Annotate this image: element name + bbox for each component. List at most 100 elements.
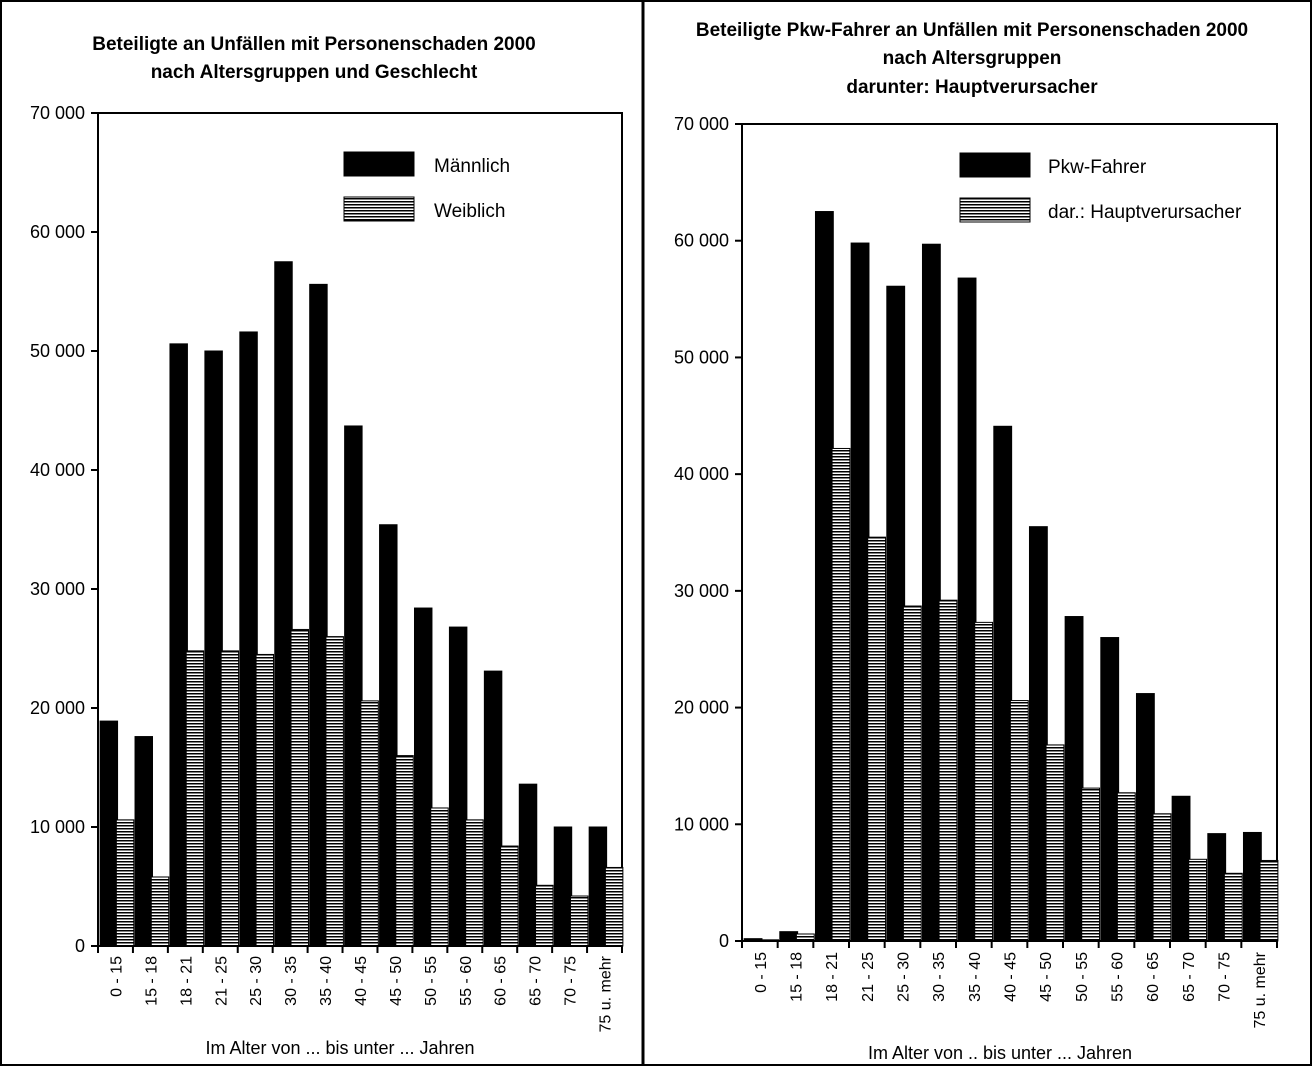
bar-secondary — [604, 866, 624, 947]
x-tick-label: 65 - 70 — [1181, 952, 1198, 1002]
bar-primary — [518, 783, 538, 947]
bar-primary — [1242, 831, 1262, 942]
bar-primary — [379, 524, 398, 947]
x-tick-label: 75 u. mehr — [1252, 951, 1269, 1028]
y-tick-label: 0 — [75, 936, 85, 956]
x-tick-label: 30 - 35 — [931, 952, 948, 1002]
bar-secondary — [150, 876, 170, 947]
bar-primary — [134, 736, 153, 947]
bar-primary — [413, 607, 433, 947]
bar-primary — [743, 938, 763, 942]
x-tick-label: 60 - 65 — [493, 956, 510, 1006]
y-tick-label: 70 000 — [674, 114, 729, 134]
bar-secondary — [795, 933, 815, 942]
bar-primary — [1135, 693, 1155, 942]
bar-primary — [483, 670, 503, 947]
x-tick-label: 0 - 15 — [108, 956, 125, 997]
bar-secondary — [1152, 813, 1172, 942]
bar-secondary — [535, 884, 554, 947]
bar-primary — [814, 211, 834, 942]
x-tick-label: 0 - 15 — [753, 952, 770, 993]
bar-secondary — [290, 628, 309, 947]
bar-secondary — [1223, 872, 1243, 942]
y-tick-label: 30 000 — [674, 581, 729, 601]
bar-primary — [239, 331, 258, 947]
bar-primary — [1207, 833, 1227, 942]
bar-primary — [274, 261, 293, 947]
x-tick-label: 35 - 40 — [318, 956, 335, 1006]
bar-primary — [993, 425, 1013, 942]
left-chart: Beteiligte an Unfällen mit Personenschad… — [30, 34, 624, 1058]
bar-secondary — [938, 599, 958, 942]
x-tick-label: 18 - 21 — [178, 956, 195, 1006]
bar-secondary — [902, 605, 922, 942]
bar-primary — [1064, 616, 1084, 942]
x-tick-label: 70 - 75 — [563, 956, 580, 1006]
bar-secondary — [831, 447, 851, 942]
bar-primary — [309, 283, 328, 947]
chart-title-line: Beteiligte an Unfällen mit Personenschad… — [92, 34, 535, 55]
legend-swatch — [343, 151, 415, 177]
bar-secondary — [115, 819, 135, 947]
legend-label: dar.: Hauptverursacher — [1048, 202, 1242, 223]
bar-secondary — [500, 845, 519, 947]
bar-primary — [779, 931, 799, 942]
x-tick-label: 25 - 30 — [248, 956, 265, 1006]
bar-secondary — [1009, 700, 1029, 942]
y-tick-label: 30 000 — [30, 579, 85, 599]
x-tick-label: 45 - 50 — [1038, 952, 1055, 1002]
legend-swatch — [343, 196, 415, 222]
x-tick-label: 18 - 21 — [824, 952, 841, 1002]
bar-primary — [553, 826, 573, 947]
bar-primary — [921, 243, 941, 942]
x-tick-label: 45 - 50 — [388, 956, 405, 1006]
legend-swatch — [959, 197, 1031, 223]
chart-title-line: nach Altersgruppen — [883, 48, 1062, 69]
x-tick-label: 30 - 35 — [283, 956, 300, 1006]
bar-secondary — [1081, 787, 1101, 942]
bar-primary — [448, 626, 468, 947]
y-tick-label: 40 000 — [674, 464, 729, 484]
right-chart: Beteiligte Pkw-Fahrer an Unfällen mit Pe… — [674, 20, 1279, 1063]
x-tick-label: 55 - 60 — [458, 956, 475, 1006]
y-tick-label: 10 000 — [674, 814, 729, 834]
bar-secondary — [325, 636, 344, 947]
legend-label: Männlich — [434, 156, 510, 177]
bar-primary — [850, 242, 870, 942]
bar-primary — [1171, 795, 1191, 942]
y-tick-label: 20 000 — [30, 698, 85, 718]
chart-title-line: Beteiligte Pkw-Fahrer an Unfällen mit Pe… — [696, 20, 1248, 41]
x-tick-label: 50 - 55 — [1074, 952, 1091, 1002]
x-tick-label: 75 u. mehr — [598, 955, 615, 1032]
x-tick-label: 15 - 18 — [789, 952, 806, 1002]
legend-label: Pkw-Fahrer — [1048, 157, 1147, 178]
x-tick-label: 25 - 30 — [896, 952, 913, 1002]
x-tick-label: 15 - 18 — [143, 956, 160, 1006]
bar-secondary — [395, 755, 414, 947]
bar-secondary — [974, 621, 994, 942]
bar-secondary — [569, 895, 589, 947]
bar-primary — [957, 277, 977, 942]
y-tick-label: 70 000 — [30, 103, 85, 123]
bar-secondary — [185, 650, 205, 947]
bar-primary — [588, 826, 608, 947]
y-tick-label: 60 000 — [674, 231, 729, 251]
y-tick-label: 50 000 — [30, 341, 85, 361]
bar-secondary — [360, 700, 379, 947]
bar-primary — [886, 285, 906, 942]
legend-swatch — [959, 152, 1031, 178]
legend-label: Weiblich — [434, 201, 505, 222]
bar-secondary — [255, 653, 275, 947]
y-tick-label: 50 000 — [674, 347, 729, 367]
chart-title-line: darunter: Hauptverursacher — [846, 77, 1098, 98]
x-tick-label: 50 - 55 — [423, 956, 440, 1006]
x-tick-label: 35 - 40 — [967, 952, 984, 1002]
y-tick-label: 60 000 — [30, 222, 85, 242]
y-tick-label: 40 000 — [30, 460, 85, 480]
bar-primary — [99, 720, 119, 947]
x-tick-label: 21 - 25 — [860, 952, 877, 1002]
y-tick-label: 10 000 — [30, 817, 85, 837]
bar-secondary — [1045, 744, 1065, 942]
